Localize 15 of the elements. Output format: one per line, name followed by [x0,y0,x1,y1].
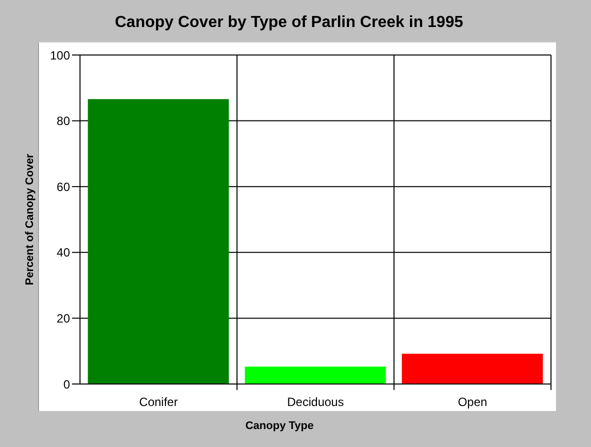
bar [244,366,386,384]
y-tick-label: 100 [50,48,70,62]
y-tick-label: 60 [56,180,70,194]
y-tick-label: 40 [56,246,70,260]
y-tick-label: 20 [56,311,70,326]
x-tick-label: Open [458,395,488,409]
chart-title: Canopy Cover by Type of Parlin Creek in 1995 [114,13,464,32]
y-tick-label: 0 [63,377,70,392]
x-tick-label: Deciduous [287,395,344,409]
x-axis-title: Canopy Type [245,420,314,432]
bar [402,354,543,384]
x-tick-label: Conifer [139,395,178,409]
y-axis-title: Percent of Canopy Cover [24,153,36,286]
y-tick-label: 80 [56,114,70,128]
bar [88,99,229,384]
